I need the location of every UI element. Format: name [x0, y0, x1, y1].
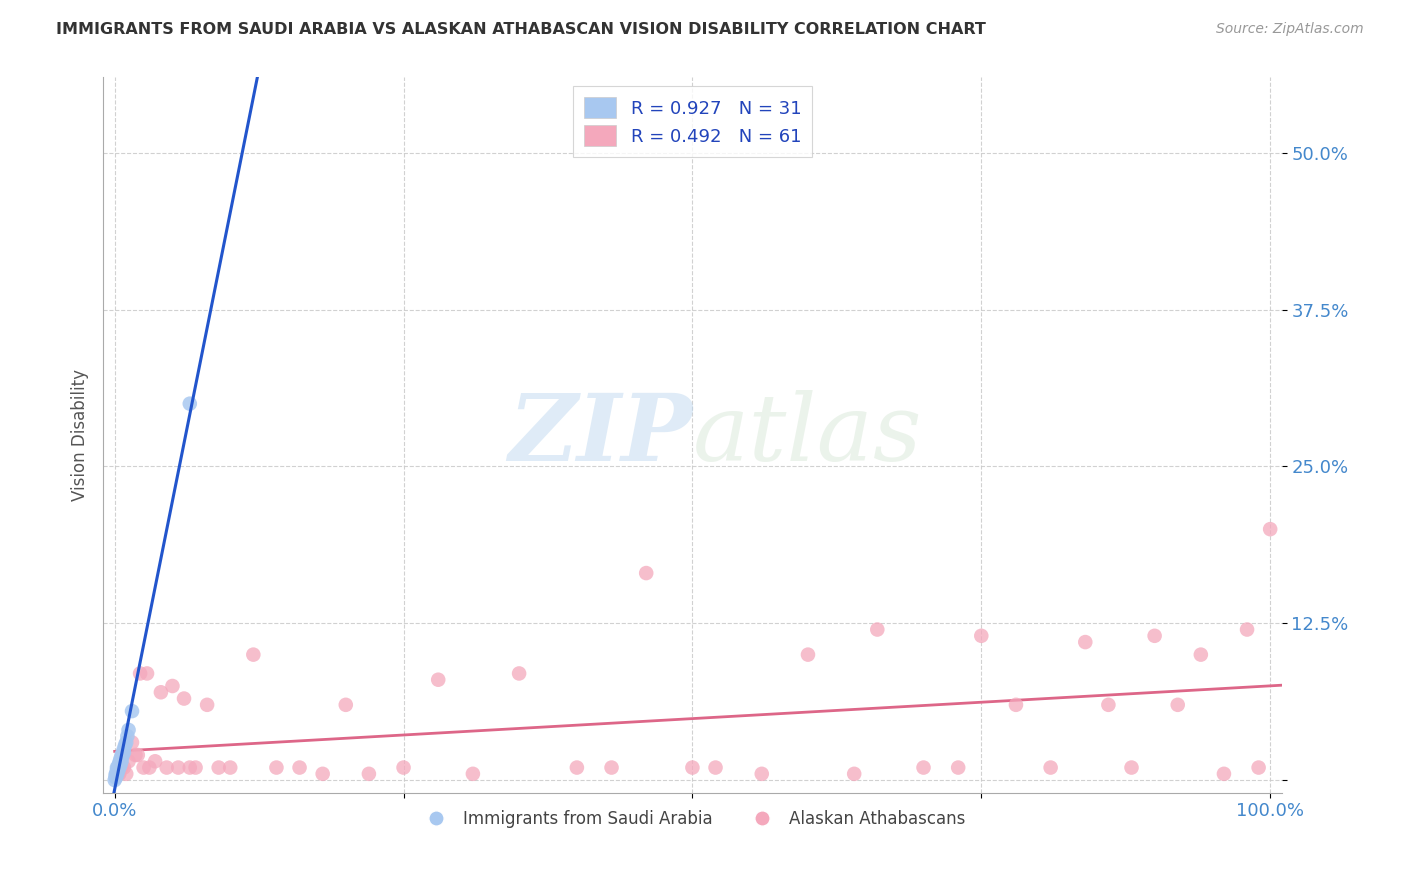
Point: [162, 679, 184, 693]
Point: [681, 760, 703, 774]
Point: [1247, 760, 1270, 774]
Point: [110, 754, 132, 768]
Text: IMMIGRANTS FROM SAUDI ARABIA VS ALASKAN ATHABASCAN VISION DISABILITY CORRELATION: IMMIGRANTS FROM SAUDI ARABIA VS ALASKAN …: [56, 22, 986, 37]
Point: [110, 752, 132, 766]
Point: [1236, 623, 1258, 637]
Point: [751, 767, 773, 781]
Point: [112, 746, 135, 760]
Point: [219, 760, 242, 774]
Point: [124, 747, 146, 762]
Point: [173, 691, 195, 706]
Point: [115, 767, 138, 781]
Point: [195, 698, 218, 712]
Point: [117, 723, 139, 737]
Point: [156, 760, 179, 774]
Point: [105, 763, 128, 777]
Point: [1074, 635, 1097, 649]
Point: [110, 760, 132, 774]
Point: [1097, 698, 1119, 712]
Point: [1213, 767, 1236, 781]
Point: [797, 648, 820, 662]
Point: [335, 698, 357, 712]
Point: [1167, 698, 1189, 712]
Point: [149, 685, 172, 699]
Point: [167, 760, 190, 774]
Point: [107, 762, 129, 776]
Point: [108, 767, 131, 781]
Point: [105, 765, 128, 780]
Point: [111, 747, 134, 762]
Point: [132, 760, 155, 774]
Point: [138, 760, 160, 774]
Point: [1189, 648, 1212, 662]
Point: [208, 760, 231, 774]
Point: [288, 760, 311, 774]
Point: [184, 760, 207, 774]
Point: [115, 735, 138, 749]
Text: atlas: atlas: [692, 390, 922, 480]
Point: [104, 769, 127, 783]
Point: [107, 767, 129, 781]
Point: [111, 746, 134, 760]
Point: [108, 760, 131, 774]
Point: [508, 666, 530, 681]
Point: [114, 738, 136, 752]
Point: [912, 760, 935, 774]
Text: Source: ZipAtlas.com: Source: ZipAtlas.com: [1216, 22, 1364, 37]
Point: [179, 397, 201, 411]
Point: [111, 747, 134, 762]
Text: ZIP: ZIP: [508, 390, 692, 480]
Point: [242, 648, 264, 662]
Point: [117, 754, 139, 768]
Point: [266, 760, 288, 774]
Point: [844, 767, 866, 781]
Point: [143, 754, 166, 768]
Point: [105, 760, 128, 774]
Point: [121, 704, 143, 718]
Point: [600, 760, 623, 774]
Point: [110, 750, 132, 764]
Point: [110, 754, 132, 768]
Point: [110, 747, 132, 762]
Point: [392, 760, 415, 774]
Point: [311, 767, 333, 781]
Point: [970, 629, 993, 643]
Point: [136, 666, 159, 681]
Point: [636, 566, 658, 580]
Point: [107, 764, 129, 779]
Point: [104, 771, 127, 785]
Point: [866, 623, 889, 637]
Point: [108, 758, 131, 772]
Point: [107, 759, 129, 773]
Point: [1121, 760, 1143, 774]
Point: [104, 773, 127, 788]
Point: [105, 767, 128, 781]
Point: [127, 747, 149, 762]
Y-axis label: Vision Disability: Vision Disability: [72, 369, 89, 501]
Point: [357, 767, 380, 781]
Point: [112, 741, 135, 756]
Point: [704, 760, 727, 774]
Point: [1258, 522, 1281, 536]
Point: [105, 768, 128, 782]
Point: [110, 760, 132, 774]
Point: [108, 756, 131, 770]
Point: [946, 760, 969, 774]
Point: [104, 767, 127, 781]
Point: [1143, 629, 1166, 643]
Point: [565, 760, 588, 774]
Point: [427, 673, 450, 687]
Point: [179, 760, 201, 774]
Point: [1039, 760, 1062, 774]
Point: [110, 758, 132, 772]
Point: [117, 729, 139, 743]
Point: [121, 735, 143, 749]
Point: [112, 760, 135, 774]
Point: [129, 666, 152, 681]
Legend: Immigrants from Saudi Arabia, Alaskan Athabascans: Immigrants from Saudi Arabia, Alaskan At…: [413, 803, 972, 834]
Point: [1005, 698, 1028, 712]
Point: [461, 767, 484, 781]
Point: [104, 768, 127, 782]
